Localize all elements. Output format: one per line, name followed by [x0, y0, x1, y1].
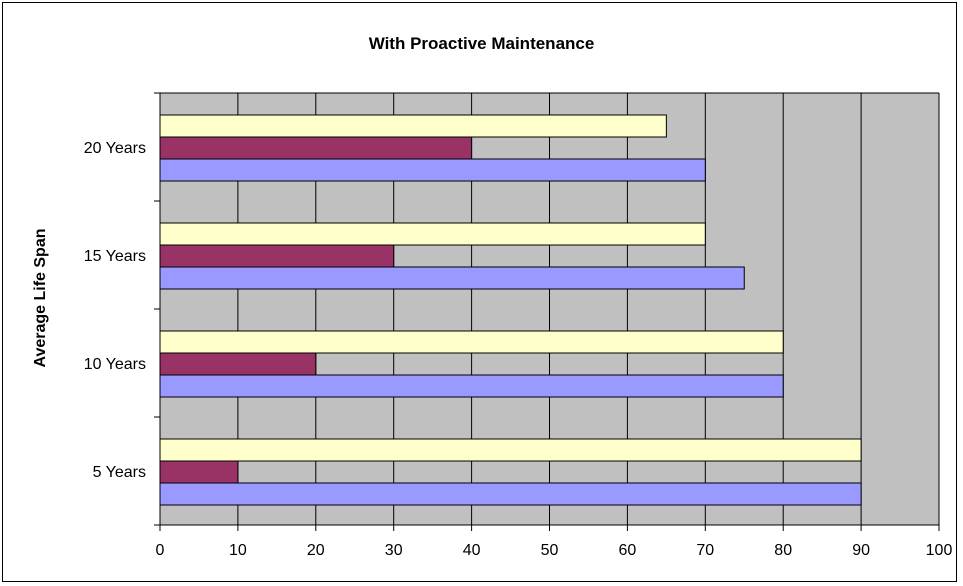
- x-tick-label: 40: [463, 542, 481, 559]
- x-tick-label: 30: [385, 542, 403, 559]
- bar: [159, 114, 667, 138]
- x-tick-label: 50: [541, 542, 559, 559]
- bar: [159, 266, 745, 290]
- x-tick-label: 20: [307, 542, 325, 559]
- x-tick-label: 100: [926, 542, 953, 559]
- chart-title: With Proactive Maintenance: [368, 34, 595, 53]
- x-tick-label: 60: [619, 542, 637, 559]
- bar: [159, 352, 317, 376]
- bar: [159, 244, 395, 268]
- x-tick-label: 0: [156, 542, 165, 559]
- y-tick-label: 5 Years: [93, 464, 146, 481]
- bar: [159, 482, 862, 506]
- bar: [159, 330, 784, 354]
- bar: [159, 374, 784, 398]
- bar: [159, 158, 706, 182]
- bar: [159, 460, 239, 484]
- bar: [159, 438, 862, 462]
- bar: [159, 136, 473, 160]
- x-tick-label: 70: [696, 542, 714, 559]
- y-tick-label: 10 Years: [84, 356, 146, 373]
- bar: [159, 222, 706, 246]
- x-tick-label: 80: [774, 542, 792, 559]
- x-tick-label: 10: [229, 542, 247, 559]
- x-tick-label: 90: [852, 542, 870, 559]
- y-tick-label: 15 Years: [84, 248, 146, 265]
- y-tick-label: 20 Years: [84, 140, 146, 157]
